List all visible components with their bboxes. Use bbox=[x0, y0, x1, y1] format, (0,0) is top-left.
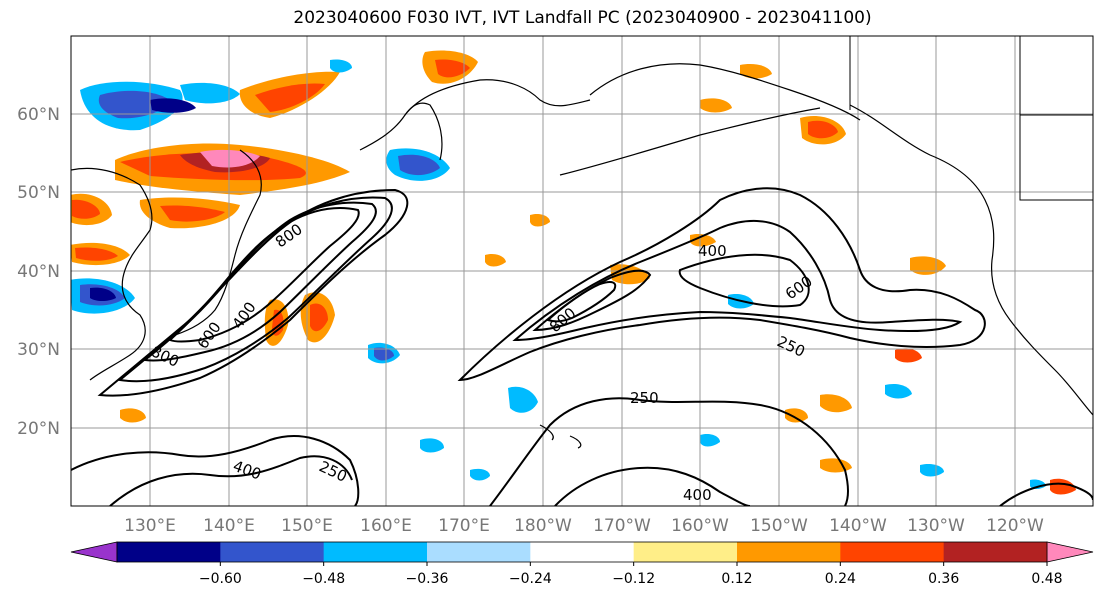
coastlines bbox=[71, 36, 1093, 449]
colorbar: −0.60 −0.48 −0.36 −0.24 −0.12 0.12 0.24 0.36 0.4… bbox=[70, 541, 1094, 587]
colorbar-swatch bbox=[840, 542, 945, 562]
colorbar-extend-min bbox=[70, 541, 118, 563]
lon-label: 120°W bbox=[986, 516, 1044, 536]
map-frame bbox=[70, 35, 1094, 507]
colorbar-tick-label: 0.24 bbox=[825, 571, 856, 587]
contour-label: 400 bbox=[683, 486, 712, 504]
lon-label: 160°W bbox=[671, 516, 729, 536]
lat-label: 30°N bbox=[17, 340, 60, 360]
colorbar-swatch bbox=[633, 542, 738, 562]
colorbar-swatch bbox=[737, 542, 841, 562]
colorbar-tick-label: 0.48 bbox=[1031, 571, 1062, 587]
colorbar-swatch bbox=[117, 542, 221, 562]
lon-label: 180°W bbox=[514, 516, 572, 536]
colorbar-tick-label: −0.36 bbox=[406, 571, 449, 587]
colorbar-frame bbox=[116, 541, 1048, 563]
colorbar-tick-label: −0.24 bbox=[509, 571, 552, 587]
colorbar-swatch bbox=[220, 542, 325, 562]
lat-label: 40°N bbox=[17, 262, 60, 282]
colorbar-tick-label: −0.48 bbox=[302, 571, 345, 587]
colorbar-tick-label: −0.12 bbox=[612, 571, 655, 587]
lon-label: 130°W bbox=[907, 516, 965, 536]
lat-label: 20°N bbox=[17, 419, 60, 439]
contour-label: 250 bbox=[630, 389, 659, 407]
colorbar-tick-label: 0.36 bbox=[928, 571, 959, 587]
lat-label: 50°N bbox=[17, 183, 60, 203]
map-title: 2023040600 F030 IVT, IVT Landfall PC (20… bbox=[293, 8, 872, 28]
colorbar-tick-label: −0.60 bbox=[199, 571, 242, 587]
colorbar-swatch bbox=[530, 542, 635, 562]
graticule bbox=[71, 36, 1093, 506]
colorbar-extend-max bbox=[1046, 541, 1094, 563]
map-panel: 800 400 600 800 800 400 600 250 250 400 … bbox=[71, 36, 1093, 506]
colorbar-tick-label: 0.12 bbox=[721, 571, 752, 587]
lon-label: 140°W bbox=[829, 516, 887, 536]
ivt-contours bbox=[71, 187, 1093, 506]
pc-shading bbox=[71, 50, 1076, 495]
lon-label: 170°E bbox=[438, 516, 490, 536]
contour-label: 400 bbox=[698, 242, 727, 260]
lon-label: 150°E bbox=[281, 516, 333, 536]
colorbar-swatch bbox=[943, 542, 1048, 562]
lat-label: 60°N bbox=[17, 105, 60, 125]
lon-label: 170°W bbox=[593, 516, 651, 536]
lon-label: 140°E bbox=[203, 516, 255, 536]
lat-labels: 60°N 50°N 40°N 30°N 20°N bbox=[17, 105, 60, 439]
lon-label: 160°E bbox=[360, 516, 412, 536]
lon-labels: 130°E 140°E 150°E 160°E 170°E 180°W 170°… bbox=[124, 516, 1044, 536]
colorbar-swatch bbox=[427, 542, 531, 562]
lon-label: 150°W bbox=[750, 516, 808, 536]
colorbar-swatch bbox=[323, 542, 428, 562]
lon-label: 130°E bbox=[124, 516, 176, 536]
